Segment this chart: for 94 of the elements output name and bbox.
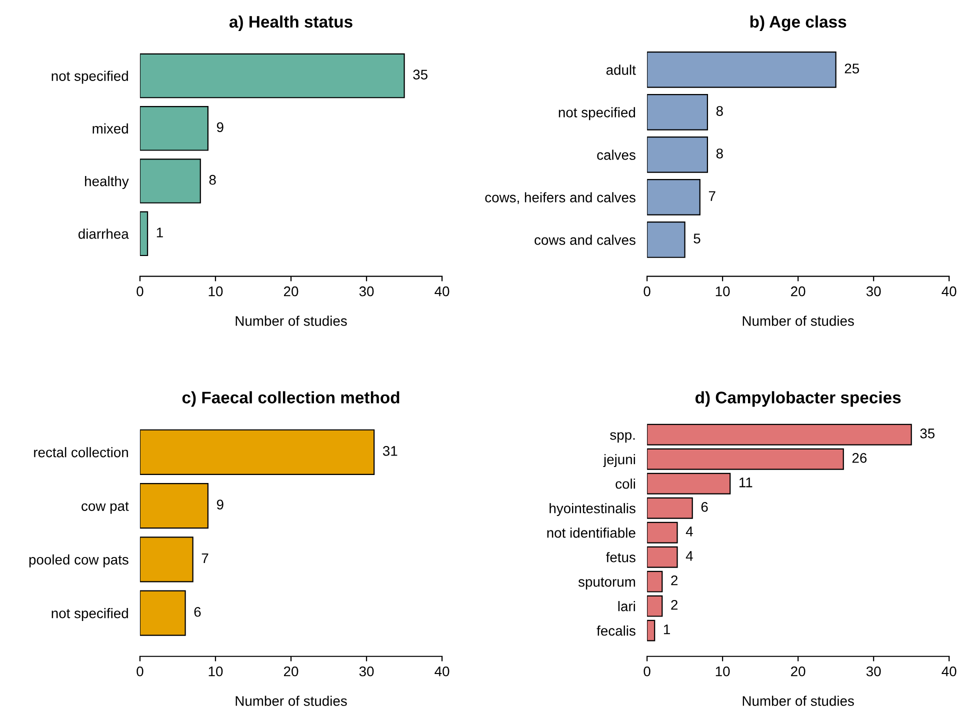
- x-axis-title: Number of studies: [236, 316, 347, 326]
- y-tick-label: hyointestinalis: [550, 503, 636, 516]
- data-label: 7: [708, 191, 716, 201]
- bar: [647, 472, 731, 494]
- chart-title: c) Faecal collection method: [182, 391, 400, 407]
- y-tick-label: diarrhea: [78, 228, 129, 239]
- data-label: 4: [686, 551, 693, 561]
- x-tick-label: 30: [359, 286, 374, 296]
- y-tick-label: sputorum: [578, 578, 636, 590]
- y-tick-label: not specified: [558, 107, 636, 120]
- data-label: 35: [413, 70, 428, 80]
- y-tick-label: jejuni: [603, 454, 635, 468]
- bar: [647, 424, 912, 446]
- x-tick-label: 10: [208, 666, 223, 676]
- y-tick-label: fetus: [606, 552, 636, 562]
- bar: [647, 620, 656, 642]
- x-tick-label: 40: [434, 286, 450, 296]
- bar: [140, 590, 186, 636]
- x-tick-label: 20: [284, 286, 298, 296]
- x-tick-label: 30: [866, 666, 881, 676]
- x-tick-label: 30: [359, 666, 374, 676]
- y-tick-label: pooled cow pats: [29, 554, 128, 568]
- y-tick-label: adult: [606, 64, 636, 75]
- bar: [647, 497, 693, 519]
- data-label: 1: [156, 228, 163, 238]
- data-label: 9: [216, 500, 224, 510]
- y-tick-label: cow pat: [82, 502, 129, 514]
- x-axis-title: Number of studies: [236, 696, 347, 706]
- x-tick-label: 10: [716, 666, 730, 676]
- chart-title: b) Age class: [750, 15, 846, 32]
- bar: [647, 522, 678, 544]
- bar: [647, 94, 708, 130]
- y-tick-label: not specified: [52, 70, 128, 84]
- data-label: 6: [701, 502, 708, 512]
- data-label: 8: [209, 174, 216, 185]
- bar: [140, 536, 194, 582]
- chart-title: a) Health status: [229, 15, 352, 31]
- chart-title: d) Campylobacter species: [695, 391, 901, 407]
- bar: [647, 179, 700, 216]
- x-tick-label: 0: [136, 666, 144, 676]
- data-label: 5: [694, 234, 700, 244]
- y-tick-label: calves: [597, 150, 636, 160]
- bar: [140, 211, 148, 256]
- bar: [647, 546, 678, 568]
- x-tick-label: 0: [136, 286, 144, 296]
- y-tick-label: fecalis: [596, 626, 636, 636]
- data-label: 8: [716, 106, 723, 116]
- x-tick-label: 40: [942, 666, 956, 676]
- y-tick-label: not specified: [52, 608, 128, 621]
- x-tick-label: 20: [791, 666, 806, 676]
- x-tick-label: 10: [208, 286, 223, 296]
- x-tick-label: 40: [942, 286, 956, 296]
- data-label: 8: [716, 148, 723, 158]
- x-tick-label: 0: [644, 286, 650, 296]
- data-label: 26: [852, 453, 867, 463]
- bar: [140, 53, 405, 98]
- bar: [647, 136, 708, 173]
- bar: [140, 158, 201, 204]
- x-tick-label: 20: [284, 666, 298, 676]
- x-axis-title: Number of studies: [742, 696, 854, 706]
- data-label: 25: [844, 64, 860, 74]
- bar: [140, 429, 375, 475]
- data-label: 1: [664, 624, 670, 634]
- y-tick-label: not identifiable: [547, 528, 636, 538]
- y-tick-label: cows and calves: [534, 234, 636, 245]
- x-tick-label: 10: [716, 286, 730, 296]
- y-tick-label: mixed: [92, 123, 128, 134]
- bar: [140, 482, 208, 529]
- x-tick-label: 20: [791, 286, 806, 296]
- bar: [647, 595, 663, 617]
- y-tick-label: coli: [616, 478, 635, 489]
- data-label: 4: [686, 526, 693, 536]
- y-tick-label: healthy: [85, 176, 129, 189]
- data-label: 6: [194, 606, 201, 617]
- data-label: 2: [671, 575, 678, 586]
- data-label: 7: [202, 553, 208, 564]
- y-tick-label: spp.: [610, 432, 635, 443]
- data-label: 9: [216, 122, 224, 132]
- bar: [647, 52, 836, 88]
- y-tick-label: cows, heifers and calves: [485, 192, 636, 204]
- bar: [140, 106, 208, 151]
- data-label: 31: [382, 446, 398, 456]
- y-tick-label: rectal collection: [34, 447, 128, 458]
- x-tick-label: 0: [644, 666, 650, 676]
- bar: [647, 570, 663, 592]
- x-axis-title: Number of studies: [742, 316, 854, 326]
- x-tick-label: 30: [866, 286, 881, 296]
- bar: [647, 448, 844, 470]
- data-label: 2: [671, 600, 678, 610]
- data-label: 11: [740, 478, 752, 488]
- bar: [647, 222, 686, 258]
- x-tick-label: 40: [434, 666, 450, 676]
- y-tick-label: lari: [618, 601, 635, 612]
- data-label: 35: [920, 428, 935, 438]
